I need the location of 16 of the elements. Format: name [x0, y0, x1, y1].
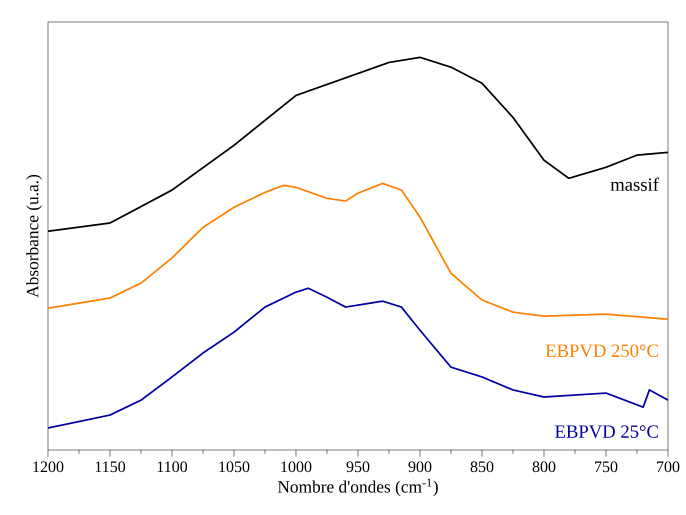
x-tick-label: 800 — [532, 461, 556, 472]
x-tick-label: 1150 — [96, 461, 126, 472]
x-tick-label: 950 — [346, 461, 370, 472]
y-axis-title: Absorbance (u.a.) — [26, 174, 42, 298]
series-label: massif — [610, 178, 659, 191]
x-tick-label: 1050 — [219, 461, 250, 472]
x-tick-label: 1100 — [158, 461, 188, 472]
x-tick-label: 700 — [657, 461, 680, 472]
x-tick-label: 850 — [470, 461, 494, 472]
x-tick-label: 750 — [595, 461, 618, 472]
series-label: EBPVD 250°C — [546, 344, 658, 358]
x-tick-label: 1000 — [281, 461, 312, 472]
x-axis-title: Nombre d'ondes (cm$^{-1}$) — [278, 478, 438, 496]
series-label: EBPVD 25°C — [555, 425, 658, 438]
x-tick-label: 1200 — [33, 461, 64, 472]
x-tick-label: 900 — [408, 461, 432, 472]
